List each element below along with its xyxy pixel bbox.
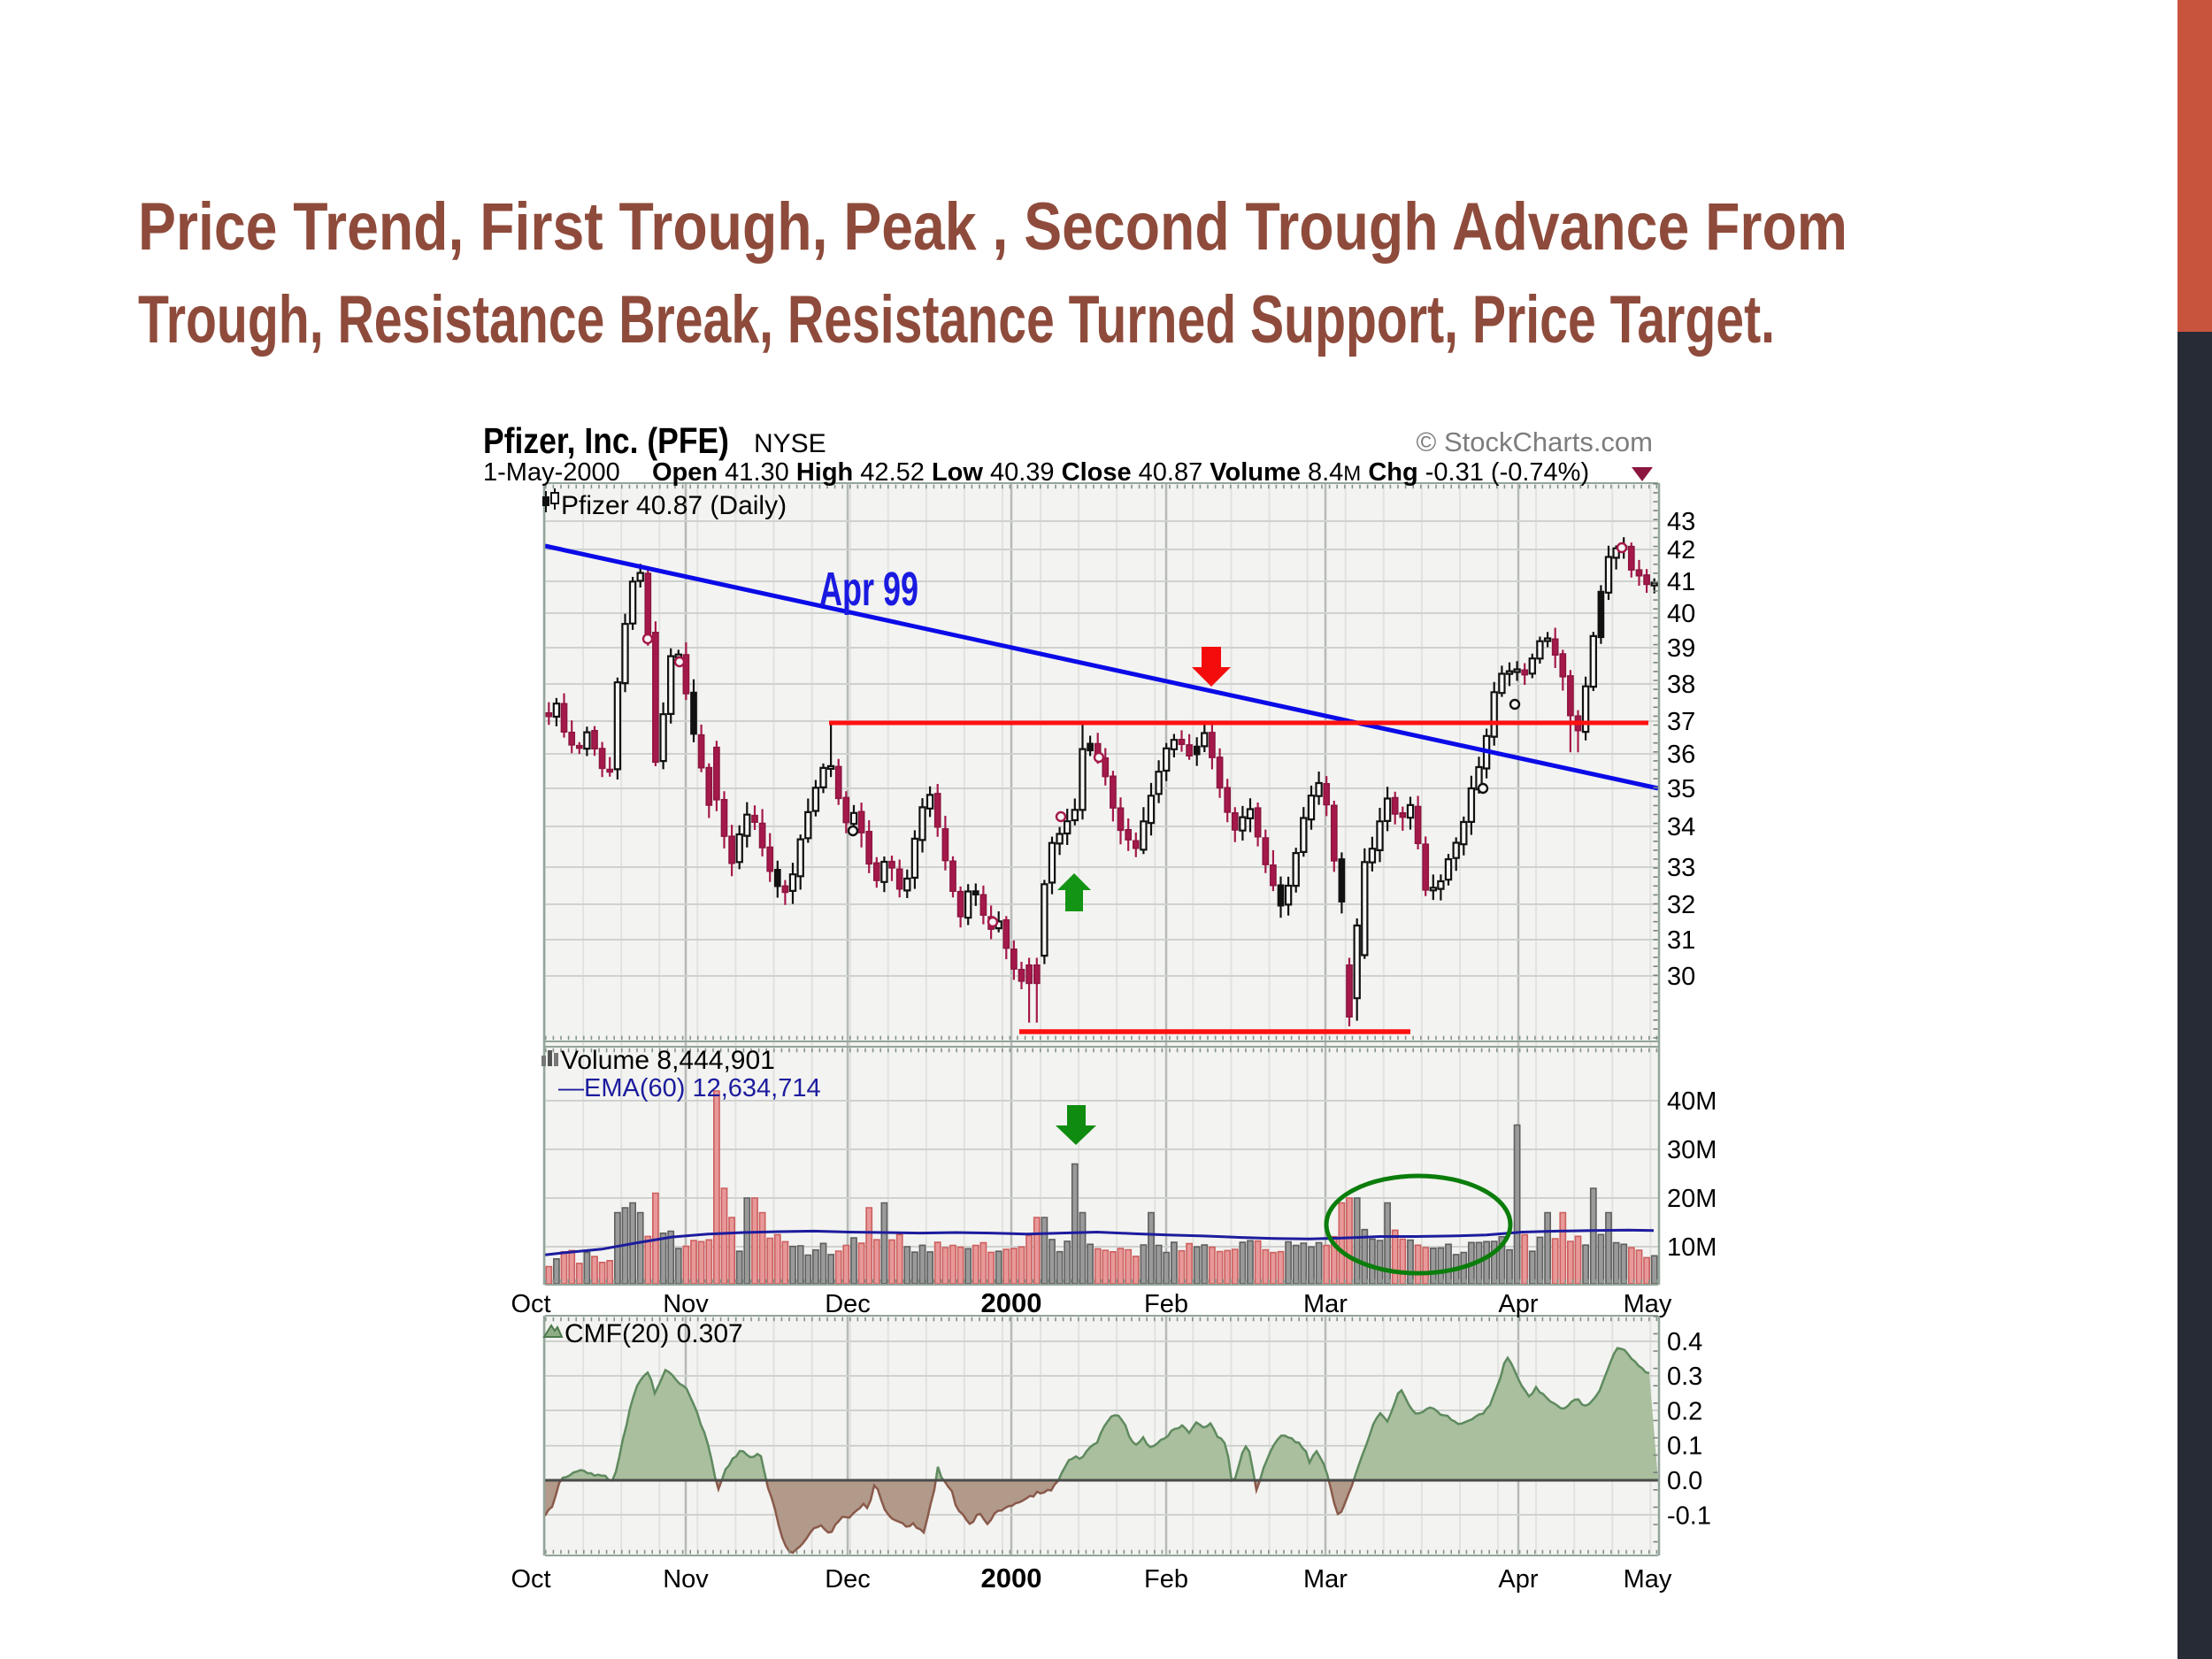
- svg-text:Mar: Mar: [1303, 1290, 1348, 1318]
- svg-text:-0.1: -0.1: [1667, 1502, 1711, 1530]
- svg-text:Feb: Feb: [1144, 1565, 1188, 1594]
- svg-text:37: 37: [1667, 708, 1695, 736]
- svg-text:43: 43: [1667, 508, 1695, 536]
- svg-text:39: 39: [1667, 634, 1695, 663]
- svg-text:Pfizer 40.87 (Daily): Pfizer 40.87 (Daily): [561, 491, 787, 520]
- svg-text:0.1: 0.1: [1667, 1432, 1702, 1461]
- svg-text:32: 32: [1667, 891, 1695, 919]
- svg-text:May: May: [1624, 1565, 1672, 1594]
- svg-text:34: 34: [1667, 813, 1695, 841]
- svg-text:Apr: Apr: [1498, 1290, 1538, 1318]
- svg-text:40M: 40M: [1667, 1087, 1717, 1116]
- svg-text:0.0: 0.0: [1667, 1467, 1702, 1495]
- svg-text:36: 36: [1667, 741, 1695, 769]
- svg-text:31: 31: [1667, 926, 1695, 955]
- svg-text:33: 33: [1667, 854, 1695, 882]
- svg-text:Pfizer, Inc. (PFE): Pfizer, Inc. (PFE): [483, 420, 729, 461]
- svg-text:20M: 20M: [1667, 1185, 1717, 1213]
- svg-text:Price Trend, First Trough, Pea: Price Trend, First Trough, Peak , Second…: [138, 189, 1847, 265]
- svg-text:Volume 8,444,901: Volume 8,444,901: [561, 1046, 775, 1075]
- svg-text:Apr 99: Apr 99: [819, 563, 918, 616]
- svg-text:Dec: Dec: [825, 1290, 871, 1318]
- svg-text:0.2: 0.2: [1667, 1397, 1702, 1425]
- svg-text:© StockCharts.com: © StockCharts.com: [1417, 426, 1653, 457]
- svg-text:Feb: Feb: [1144, 1290, 1188, 1318]
- svg-text:Dec: Dec: [825, 1565, 871, 1594]
- svg-text:—EMA(60) 12,634,714: —EMA(60) 12,634,714: [558, 1074, 821, 1102]
- svg-text:30M: 30M: [1667, 1136, 1717, 1164]
- svg-text:CMF(20) 0.307: CMF(20) 0.307: [565, 1319, 743, 1348]
- svg-text:Trough, Resistance Break, Resi: Trough, Resistance Break, Resistance Tur…: [138, 282, 1775, 357]
- svg-text:38: 38: [1667, 671, 1695, 699]
- svg-text:30: 30: [1667, 963, 1695, 991]
- svg-text:Mar: Mar: [1303, 1565, 1348, 1594]
- svg-text:Apr: Apr: [1498, 1565, 1538, 1594]
- svg-text:0.3: 0.3: [1667, 1363, 1702, 1391]
- svg-text:2000: 2000: [981, 1563, 1042, 1594]
- svg-text:NYSE: NYSE: [754, 429, 826, 458]
- svg-text:10M: 10M: [1667, 1233, 1717, 1262]
- svg-text:Oct: Oct: [511, 1290, 550, 1318]
- svg-text:Nov: Nov: [663, 1565, 709, 1594]
- svg-text:May: May: [1624, 1290, 1672, 1318]
- svg-text:2000: 2000: [981, 1287, 1042, 1318]
- svg-text:42: 42: [1667, 536, 1695, 565]
- svg-text:Oct: Oct: [511, 1565, 550, 1594]
- svg-text:Nov: Nov: [663, 1290, 709, 1318]
- svg-text:40: 40: [1667, 600, 1695, 628]
- svg-text:0.4: 0.4: [1667, 1328, 1702, 1356]
- svg-text:41: 41: [1667, 568, 1695, 596]
- svg-text:35: 35: [1667, 775, 1695, 803]
